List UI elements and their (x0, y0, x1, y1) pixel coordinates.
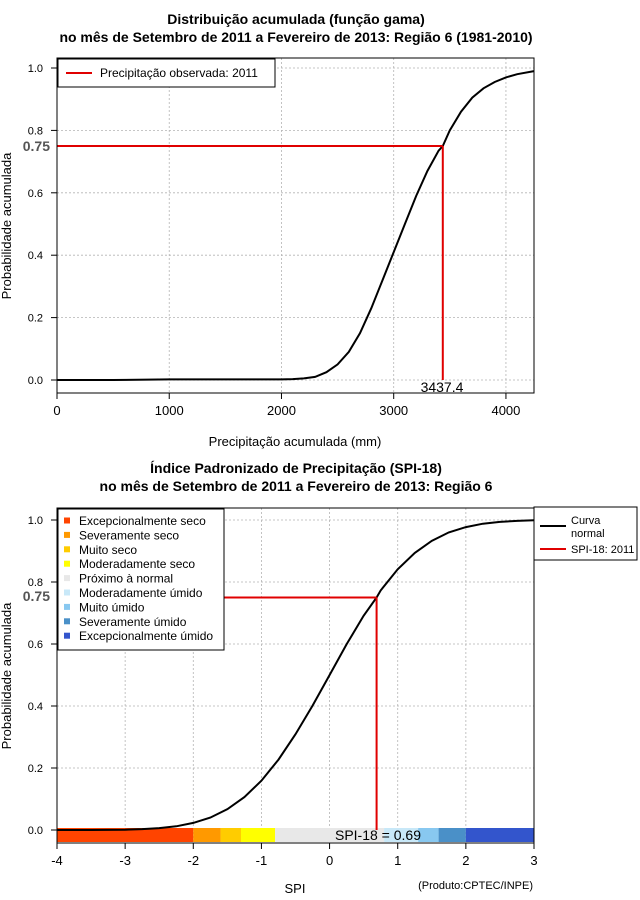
chart1-y-tick-label: 0.4 (28, 250, 43, 262)
chart1-title-line2: no mês de Setembro de 2011 a Fevereiro d… (59, 29, 532, 45)
chart1-y-tick-label: 1.0 (28, 63, 43, 75)
chart1-xlabel: Precipitação acumulada (mm) (209, 434, 382, 449)
chart2-y-tick-label: 0.4 (28, 701, 43, 713)
chart2-y-tick-label: 0.2 (28, 763, 43, 775)
chart2-category-legend-label: Excepcionalmente úmido (79, 629, 213, 643)
chart2-xlabel: SPI (285, 881, 306, 896)
chart2-series-legend-spi-label: SPI-18: 2011 (571, 544, 634, 556)
chart2-ylabel: Probabilidade acumulada (0, 602, 14, 749)
chart2-y-tick-label: 0.0 (28, 825, 43, 837)
chart1-grid (56, 58, 534, 393)
chart2-series-legend-box (533, 506, 638, 561)
chart2-color-bar-segment (57, 828, 194, 842)
chart1-y-observed-label: 0.75 (23, 138, 50, 154)
chart2-y-observed-label: 0.75 (23, 588, 50, 604)
chart1-y-tick-label: 0.0 (28, 375, 43, 387)
chart2-color-bar-segment (418, 828, 439, 842)
chart2-category-legend-label: Moderadamente seco (79, 557, 195, 571)
chart2-category-legend-box (57, 508, 225, 651)
chart2-y-tick-label: 0.6 (28, 639, 43, 651)
chart2-color-bar (57, 828, 534, 842)
chart2-category-legend-label: Moderadamente úmido (79, 586, 203, 600)
chart1-x-tick-label: 4000 (491, 403, 520, 418)
chart-1: Distribuição acumulada (função gama) no … (0, 11, 535, 449)
chart2-category-legend-swatch (64, 618, 70, 625)
chart2-category-legend-label: Próximo à normal (79, 572, 173, 586)
chart2-category-legend-swatch (64, 517, 70, 524)
chart2-x-tick-label: -1 (256, 853, 268, 868)
chart1-y-tick-label: 0.8 (28, 125, 43, 137)
chart1-observed-group (57, 145, 444, 380)
chart2-spi-value-label: SPI-18 = 0.69 (335, 827, 421, 843)
chart2-color-bar-segment (465, 828, 534, 842)
chart2-axes: -4 -3 -2 -1 0 1 2 3 0.0 0.2 0.4 0.6 0.8 1.0 (28, 515, 538, 868)
chart2-category-legend-swatch (64, 632, 70, 639)
chart1-legend-box (57, 58, 276, 88)
chart2-x-tick-label: -2 (188, 853, 200, 868)
chart2-category-legend-swatch (64, 589, 70, 596)
chart1-x-tick-label: 2000 (267, 403, 296, 418)
chart1-title-line1: Distribuição acumulada (função gama) (167, 11, 425, 27)
chart2-x-tick-label: 0 (326, 853, 333, 868)
chart2-category-legend-swatch (64, 603, 70, 610)
chart2-color-bar-segment (240, 828, 276, 842)
chart1-x-tick-label: 1000 (155, 403, 184, 418)
chart2-x-tick-label: 3 (530, 853, 537, 868)
chart2-category-legend-label: Muito seco (79, 543, 137, 557)
chart2-plot-frame (56, 507, 535, 844)
chart1-x-tick-label: 0 (53, 403, 60, 418)
chart2-title-line1: Índice Padronizado de Precipitação (SPI-… (150, 460, 442, 476)
chart-2: Índice Padronizado de Precipitação (SPI-… (0, 460, 638, 896)
chart1-y-tick-label: 0.6 (28, 188, 43, 200)
chart2-category-legend-label: Excepcionalmente seco (79, 514, 206, 528)
chart2-credit: (Produto:CPTEC/INPE) (418, 880, 533, 892)
chart1-cdf-curve (57, 70, 535, 381)
chart1-y-tick-label: 0.2 (28, 313, 43, 325)
chart2-y-tick-label: 0.8 (28, 577, 43, 589)
chart2-x-tick-label: -4 (51, 853, 63, 868)
chart1-curve-group (57, 70, 535, 381)
chart1-axes: 0 1000 2000 3000 4000 0.0 0.2 0.4 0.6 0.8 1.0 (28, 63, 521, 418)
chart1-ylabel: Probabilidade acumulada (0, 152, 14, 299)
chart2-color-bar-segment (193, 828, 221, 842)
chart2-series-legend-curve-line2: normal (571, 528, 605, 540)
chart2-category-legend-label: Severamente úmido (79, 615, 187, 629)
chart2-category-legend-swatch (64, 575, 70, 582)
chart2-color-bar-segment (384, 828, 419, 842)
chart2-category-legend-swatch (64, 531, 70, 538)
chart2-x-tick-label: -3 (119, 853, 131, 868)
chart1-x-observed-label: 3437.4 (421, 379, 464, 395)
chart2-x-tick-label: 2 (462, 853, 469, 868)
chart2-color-bar-segment (438, 828, 466, 842)
chart1-legend: Precipitação observada: 2011 (57, 58, 276, 88)
chart2-category-legend-swatch (64, 546, 70, 553)
chart2-title-line2: no mês de Setembro de 2011 a Fevereiro d… (100, 478, 493, 494)
chart1-legend-label: Precipitação observada: 2011 (100, 66, 258, 80)
chart2-y-tick-label: 1.0 (28, 515, 43, 527)
chart2-color-bar-segment (220, 828, 241, 842)
chart2-category-legend-label: Muito úmido (79, 600, 145, 614)
chart1-x-tick-label: 3000 (379, 403, 408, 418)
chart2-x-tick-label: 1 (394, 853, 401, 868)
chart2-series-legend: Curva normal SPI-18: 2011 (533, 506, 638, 561)
chart2-series-legend-curve-line1: Curva (571, 515, 601, 527)
chart2-category-legend-swatch (64, 560, 70, 567)
chart1-plot-frame (56, 57, 535, 394)
chart2-color-bar-segment (275, 828, 385, 842)
chart2-cdf-curve (57, 519, 535, 831)
chart2-category-legend-label: Severamente seco (79, 528, 179, 542)
chart2-curve-group (57, 519, 535, 831)
